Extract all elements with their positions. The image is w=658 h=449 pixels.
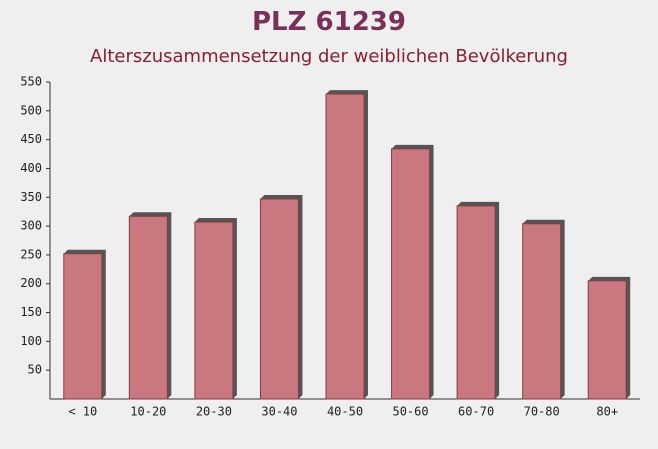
x-tick-label: 20-30 xyxy=(196,405,232,419)
y-tick-label: 350 xyxy=(20,190,42,204)
y-tick-label: 50 xyxy=(28,363,42,377)
bar xyxy=(522,223,562,400)
x-tick-label: 40-50 xyxy=(327,405,363,419)
bar xyxy=(456,205,496,400)
x-tick-label: 30-40 xyxy=(261,405,297,419)
y-tick-label: 150 xyxy=(20,305,42,319)
x-tick-label: 10-20 xyxy=(130,405,166,419)
y-tick-label: 500 xyxy=(20,103,42,117)
x-tick-label: 80+ xyxy=(596,405,618,419)
y-tick-label: 400 xyxy=(20,161,42,175)
bar xyxy=(259,198,299,400)
y-tick-label: 300 xyxy=(20,219,42,233)
bar xyxy=(63,253,103,400)
chart-subtitle: Alterszusammensetzung der weiblichen Bev… xyxy=(90,46,568,67)
x-tick-label: < 10 xyxy=(68,405,97,419)
y-tick-label: 450 xyxy=(20,132,42,146)
bar xyxy=(325,93,365,400)
y-tick-label: 250 xyxy=(20,247,42,261)
bar xyxy=(391,148,431,400)
bar xyxy=(194,221,234,400)
bar xyxy=(128,215,168,400)
x-tick-label: 60-70 xyxy=(458,405,494,419)
x-tick-label: 50-60 xyxy=(392,405,428,419)
y-tick-label: 200 xyxy=(20,276,42,290)
x-tick-label: 70-80 xyxy=(524,405,560,419)
y-tick-label: 550 xyxy=(20,75,42,89)
y-tick-label: 100 xyxy=(20,334,42,348)
chart-title: PLZ 61239 xyxy=(252,7,406,37)
bar xyxy=(587,280,627,400)
